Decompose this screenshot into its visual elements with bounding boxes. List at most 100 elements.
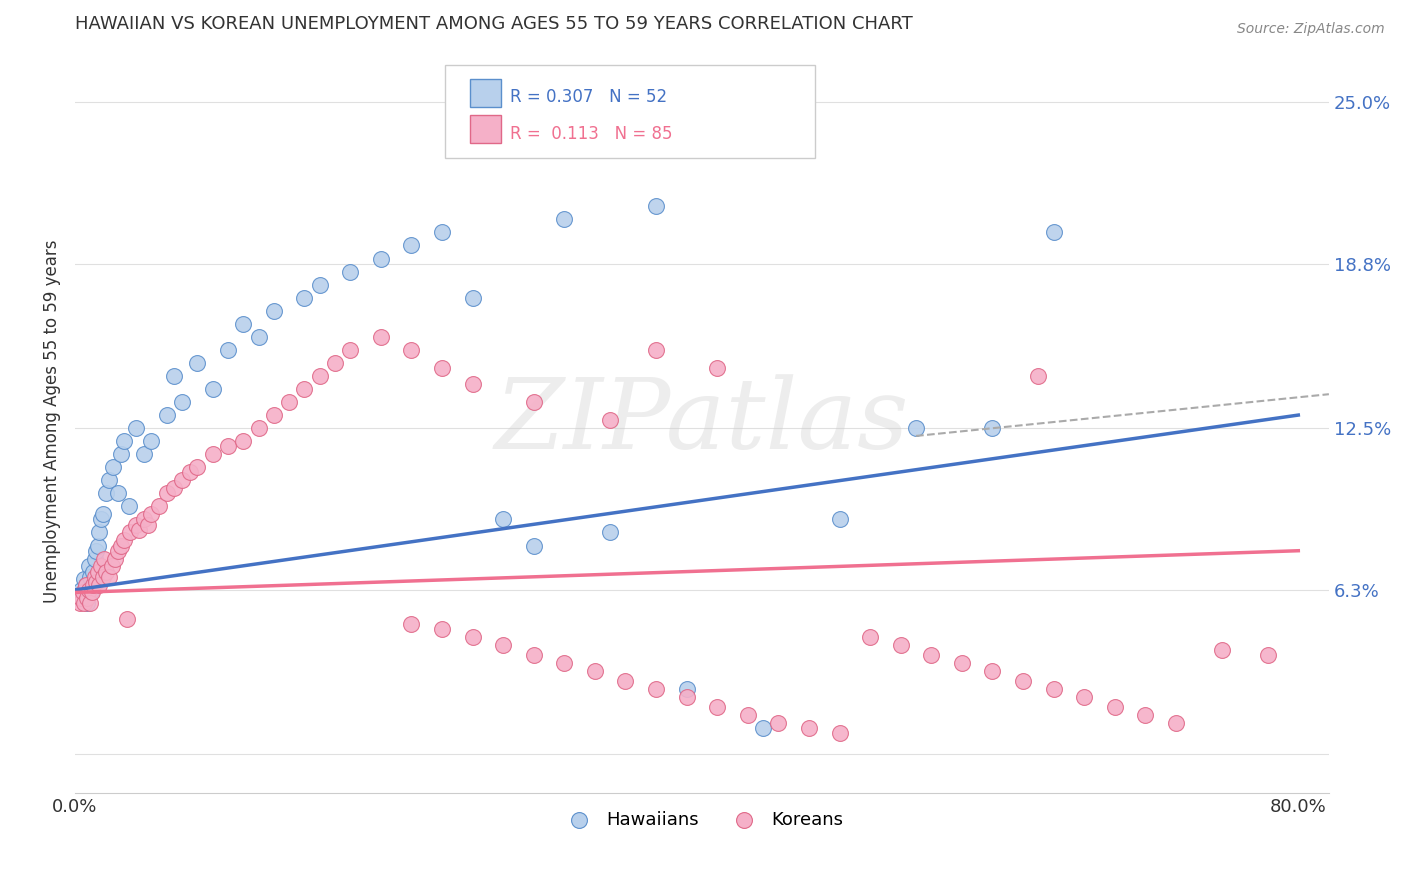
Point bbox=[110, 447, 132, 461]
Point bbox=[217, 343, 239, 357]
Point bbox=[263, 303, 285, 318]
Point bbox=[94, 486, 117, 500]
Point bbox=[132, 512, 155, 526]
Point bbox=[80, 585, 103, 599]
Point bbox=[201, 447, 224, 461]
Point bbox=[706, 700, 728, 714]
Point bbox=[553, 656, 575, 670]
Text: R = 0.307   N = 52: R = 0.307 N = 52 bbox=[510, 88, 668, 106]
Point bbox=[156, 486, 179, 500]
Point bbox=[100, 559, 122, 574]
Point bbox=[430, 622, 453, 636]
Point bbox=[201, 382, 224, 396]
Point bbox=[94, 565, 117, 579]
Point bbox=[90, 512, 112, 526]
Point bbox=[232, 434, 254, 449]
Point bbox=[370, 252, 392, 266]
Point bbox=[72, 585, 94, 599]
Point bbox=[828, 512, 851, 526]
Point bbox=[83, 570, 105, 584]
Point bbox=[645, 681, 668, 696]
Point bbox=[163, 481, 186, 495]
Point bbox=[73, 596, 96, 610]
Point bbox=[170, 395, 193, 409]
Point bbox=[75, 577, 97, 591]
Point bbox=[104, 551, 127, 566]
Point bbox=[217, 439, 239, 453]
Point bbox=[87, 539, 110, 553]
Point bbox=[645, 343, 668, 357]
Point bbox=[170, 473, 193, 487]
Point bbox=[675, 690, 697, 704]
Point bbox=[80, 582, 103, 597]
Point bbox=[706, 361, 728, 376]
Point bbox=[828, 726, 851, 740]
Point bbox=[614, 674, 637, 689]
Point bbox=[247, 421, 270, 435]
Point bbox=[430, 361, 453, 376]
Point bbox=[132, 447, 155, 461]
Point bbox=[461, 376, 484, 391]
Point bbox=[308, 368, 330, 383]
Point bbox=[186, 460, 208, 475]
Point bbox=[82, 565, 104, 579]
Point bbox=[247, 330, 270, 344]
Point bbox=[278, 395, 301, 409]
Point bbox=[1042, 226, 1064, 240]
Point bbox=[599, 525, 621, 540]
Point bbox=[523, 648, 546, 662]
Point bbox=[156, 408, 179, 422]
Point bbox=[752, 721, 775, 735]
Point bbox=[1135, 708, 1157, 723]
Point bbox=[97, 570, 120, 584]
Point bbox=[112, 434, 135, 449]
Point bbox=[86, 575, 108, 590]
Y-axis label: Unemployment Among Ages 55 to 59 years: Unemployment Among Ages 55 to 59 years bbox=[44, 240, 60, 603]
Point bbox=[308, 277, 330, 292]
Point bbox=[117, 500, 139, 514]
Point bbox=[141, 434, 163, 449]
Point bbox=[103, 460, 125, 475]
Point bbox=[401, 343, 423, 357]
Point bbox=[87, 565, 110, 579]
Point bbox=[93, 551, 115, 566]
Point bbox=[583, 664, 606, 678]
Point bbox=[70, 591, 93, 605]
Point bbox=[339, 264, 361, 278]
Point bbox=[73, 573, 96, 587]
Point bbox=[77, 582, 100, 597]
Text: ZIPatlas: ZIPatlas bbox=[495, 374, 910, 469]
Point bbox=[263, 408, 285, 422]
Point bbox=[1073, 690, 1095, 704]
Point bbox=[339, 343, 361, 357]
Point bbox=[950, 656, 973, 670]
Point bbox=[79, 596, 101, 610]
Point bbox=[148, 500, 170, 514]
Point bbox=[76, 591, 98, 605]
Point bbox=[91, 570, 114, 584]
Point bbox=[112, 533, 135, 548]
Point bbox=[401, 238, 423, 252]
FancyBboxPatch shape bbox=[470, 78, 502, 107]
Point bbox=[768, 715, 790, 730]
Point bbox=[905, 421, 928, 435]
Point bbox=[492, 512, 515, 526]
Point bbox=[323, 356, 346, 370]
Point bbox=[292, 382, 315, 396]
Point bbox=[107, 486, 129, 500]
Point bbox=[70, 582, 93, 597]
FancyBboxPatch shape bbox=[444, 65, 815, 158]
Point bbox=[1042, 681, 1064, 696]
Point bbox=[1164, 715, 1187, 730]
FancyBboxPatch shape bbox=[470, 114, 502, 143]
Point bbox=[82, 577, 104, 591]
Point bbox=[90, 559, 112, 574]
Point bbox=[163, 368, 186, 383]
Point bbox=[125, 421, 148, 435]
Point bbox=[292, 291, 315, 305]
Point bbox=[645, 199, 668, 213]
Point bbox=[492, 638, 515, 652]
Point bbox=[461, 630, 484, 644]
Point bbox=[1257, 648, 1279, 662]
Point bbox=[737, 708, 759, 723]
